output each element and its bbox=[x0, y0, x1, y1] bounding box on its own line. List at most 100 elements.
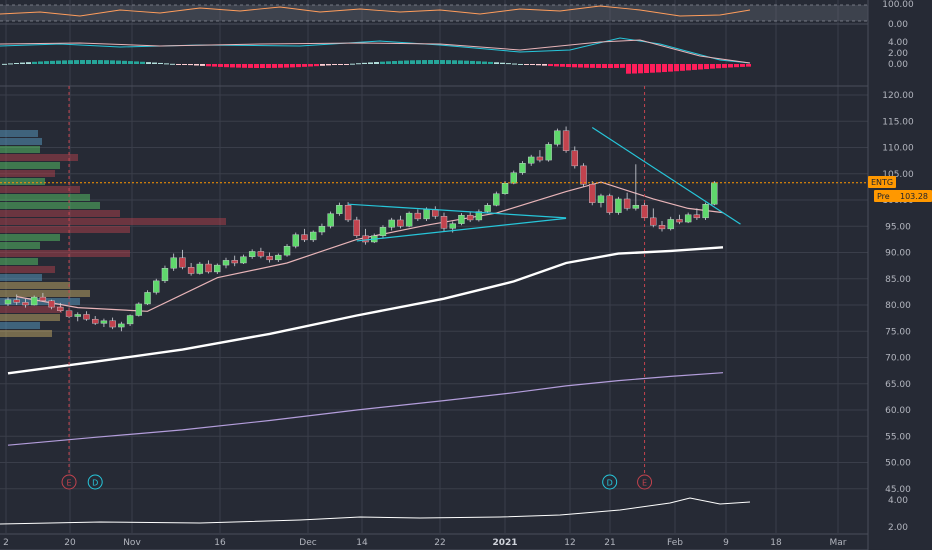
price-tick-label: 55.00 bbox=[885, 432, 911, 442]
histogram-bar bbox=[530, 64, 535, 65]
histogram-bar bbox=[512, 63, 517, 65]
pre-price-tag bbox=[874, 190, 932, 202]
histogram-bar bbox=[194, 64, 199, 66]
volume-profile-bar bbox=[0, 290, 90, 297]
time-axis[interactable]: 2 20 Nov 16 Dec 14 22 2021 12 21 Feb 9 18 Mar bbox=[0, 533, 868, 548]
moving-averages bbox=[7, 181, 724, 446]
price-axis[interactable]: 120.00 115.00 110.00 105.00 100.00 95.00 90.00… bbox=[867, 0, 932, 550]
candle-body bbox=[48, 300, 55, 308]
candle-body bbox=[344, 205, 352, 221]
volume-profile bbox=[0, 130, 226, 337]
histogram-bar bbox=[362, 62, 367, 64]
candle-body bbox=[702, 203, 709, 219]
candle-body bbox=[170, 257, 177, 269]
trend-line bbox=[356, 217, 567, 242]
histogram-bar bbox=[92, 60, 97, 64]
histogram-bar bbox=[662, 64, 667, 73]
candle-body bbox=[449, 223, 456, 229]
price-tick-label: 90.00 bbox=[885, 249, 911, 259]
histogram-bar bbox=[728, 64, 733, 68]
volume-profile-bar bbox=[0, 234, 60, 241]
volume-profile-bar bbox=[0, 314, 60, 321]
volume-profile-bar bbox=[0, 194, 90, 201]
candle-body bbox=[292, 234, 299, 247]
moving-average-line bbox=[7, 246, 724, 375]
volume-profile-bar bbox=[0, 218, 226, 225]
rsi-band bbox=[0, 5, 868, 21]
histogram-bar bbox=[650, 64, 655, 73]
dividend-marker bbox=[602, 474, 618, 490]
time-tick-label: Mar bbox=[830, 538, 847, 548]
histogram-bar bbox=[98, 60, 103, 64]
histogram-bar bbox=[140, 61, 145, 64]
candle-body bbox=[423, 209, 430, 220]
histogram-bar bbox=[626, 64, 631, 74]
histogram-bar bbox=[20, 62, 25, 64]
candle-body bbox=[589, 184, 596, 203]
candle-body bbox=[109, 320, 116, 328]
axis-background bbox=[868, 0, 932, 550]
volume-profile-bar bbox=[0, 274, 42, 281]
candle-body bbox=[562, 130, 570, 151]
candle-body bbox=[57, 306, 64, 311]
volume-profile-bar bbox=[0, 162, 60, 169]
histogram-bar bbox=[254, 64, 259, 68]
histogram-bar bbox=[638, 64, 643, 74]
histogram-bar bbox=[230, 64, 235, 68]
histogram-bar bbox=[134, 61, 139, 64]
volume-profile-bar bbox=[0, 282, 70, 289]
histogram-bar bbox=[170, 63, 175, 65]
price-tick-label: 60.00 bbox=[885, 406, 911, 416]
candle-body bbox=[432, 209, 439, 217]
histogram-bar bbox=[476, 61, 481, 64]
histogram-bar bbox=[80, 60, 85, 64]
candle-body bbox=[214, 264, 221, 273]
price-tick-label: 95.00 bbox=[885, 222, 911, 232]
histogram-bar bbox=[386, 61, 391, 64]
candle-body bbox=[606, 195, 613, 213]
histogram-bar bbox=[332, 64, 337, 65]
time-tick-label: Feb bbox=[667, 538, 683, 548]
histogram-bar bbox=[560, 64, 565, 67]
earnings-label: E bbox=[67, 479, 72, 488]
histogram-bar bbox=[182, 64, 187, 65]
time-tick-label: Nov bbox=[123, 538, 141, 548]
histogram-bar bbox=[548, 64, 553, 67]
ticker-label: ENTG bbox=[871, 178, 893, 187]
histogram-bar bbox=[14, 62, 19, 64]
histogram-bar bbox=[128, 61, 133, 64]
candle-body bbox=[362, 235, 369, 243]
candle-body bbox=[179, 257, 186, 268]
candle-body bbox=[484, 205, 491, 212]
time-tick-label: 18 bbox=[770, 538, 782, 548]
histogram-bar bbox=[566, 64, 571, 68]
candle-body bbox=[196, 263, 204, 274]
price-tick-label: 45.00 bbox=[885, 485, 911, 495]
volume-line bbox=[0, 497, 751, 525]
histogram-bar bbox=[488, 61, 493, 64]
volume-profile-bar bbox=[0, 330, 52, 337]
ticker-tag bbox=[868, 176, 896, 188]
histogram-bar bbox=[218, 64, 223, 67]
time-tick-label: 14 bbox=[356, 538, 368, 548]
histogram-bar bbox=[428, 60, 433, 64]
earnings-marker bbox=[61, 474, 77, 490]
candle-body bbox=[667, 219, 674, 230]
candle-body bbox=[83, 314, 90, 320]
volume-profile-bar bbox=[0, 242, 40, 249]
candle-body bbox=[275, 254, 282, 261]
histogram-bar bbox=[2, 63, 7, 65]
candle-body bbox=[493, 193, 500, 206]
histogram-bar bbox=[116, 60, 121, 64]
histogram-bar bbox=[44, 61, 49, 64]
candle-body bbox=[205, 263, 212, 273]
rsi-tick-label: 0.00 bbox=[888, 20, 908, 30]
histogram-bar bbox=[206, 64, 211, 67]
histogram-bar bbox=[374, 62, 379, 64]
moving-average-line bbox=[7, 372, 724, 446]
histogram-bar bbox=[356, 63, 361, 65]
histogram-bar bbox=[8, 63, 13, 65]
histogram-bar bbox=[278, 64, 283, 68]
histogram-bar bbox=[338, 64, 343, 65]
